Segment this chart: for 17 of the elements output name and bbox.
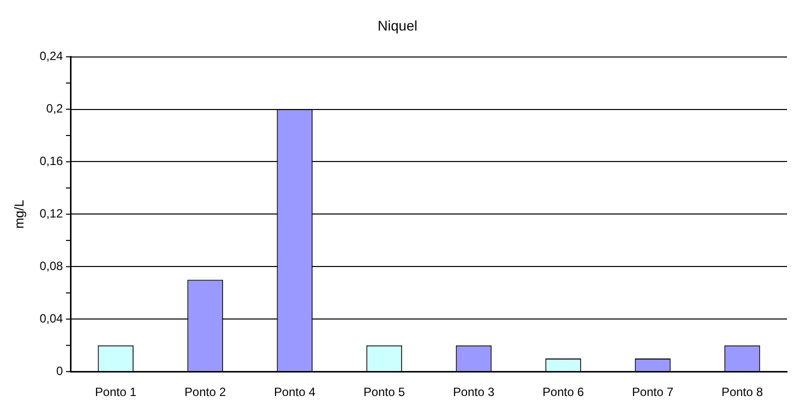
y-tick-label: 0 (56, 364, 64, 378)
y-tick-label: 0,08 (40, 258, 64, 273)
x-tick-label: Ponto 2 (184, 385, 226, 400)
x-tick-label: Ponto 7 (632, 385, 674, 400)
x-tick-label: Ponto 5 (364, 385, 406, 400)
chart-title: Niquel (378, 17, 418, 34)
y-tick-label: 0,12 (40, 206, 64, 221)
x-tick-label: Ponto 1 (95, 385, 137, 400)
y-axis-title: mg/L (11, 200, 26, 229)
x-tick-label: Ponto 4 (274, 385, 316, 400)
y-tick-label: 0,16 (40, 154, 64, 168)
y-tick-label: 0,04 (40, 311, 64, 326)
x-tick-label: Ponto 3 (453, 385, 495, 400)
y-tick-label: 0,2 (46, 102, 64, 116)
y-tick-label: 0,24 (40, 49, 64, 64)
x-tick-label: Ponto 8 (722, 385, 764, 400)
x-tick-label: Ponto 6 (542, 385, 584, 400)
